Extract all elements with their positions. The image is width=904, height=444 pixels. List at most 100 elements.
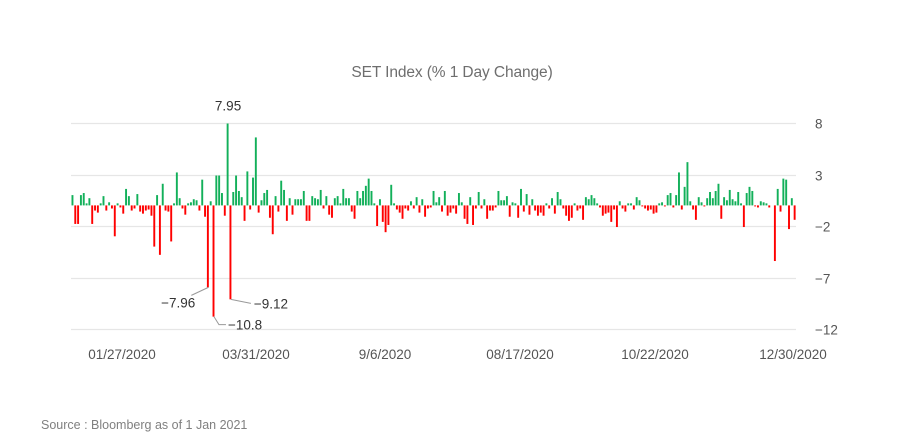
bar [562,205,565,209]
bar [356,190,359,206]
bar [672,205,675,208]
bar [618,201,621,206]
bar [768,205,771,208]
bar [170,205,173,242]
bar [167,205,170,212]
bar [94,205,96,211]
y-axis-ticks: 8 3 −2 −7 −12 [815,117,838,338]
bar [773,205,776,262]
bar [441,205,443,212]
bar [669,193,672,206]
bar [77,205,80,224]
bar [576,205,579,211]
bar [254,137,257,206]
bar [291,205,294,215]
bar [565,205,568,216]
bar [486,205,489,219]
bar [150,205,153,216]
bar [393,203,396,206]
bar [102,196,105,206]
annotation-leader [191,286,209,296]
bar [627,203,630,206]
bar [342,188,345,206]
bar [333,198,336,206]
bar [370,190,373,206]
annotations: 7.95 −7.96 −10.8 −9.12 [161,99,288,333]
bar [311,196,314,206]
bar [277,205,280,212]
bar [785,179,788,206]
bar [421,199,424,206]
bar [243,205,246,221]
bar [161,183,164,206]
bar [762,202,765,206]
bar [539,205,542,213]
bar [500,200,503,206]
bar [706,198,709,206]
bar [697,197,700,206]
bar [260,200,263,206]
bar [198,205,201,211]
bar [218,175,221,206]
bar [607,205,610,213]
bar [522,205,525,212]
bar [415,197,418,206]
bar [359,198,362,206]
bar [584,197,587,206]
bar-series [71,123,796,317]
bar [226,123,229,206]
bar [175,172,178,206]
bar [711,198,714,206]
bar [717,183,720,206]
bar [268,205,271,218]
bar [426,205,429,209]
bar [147,205,150,210]
bar [590,195,593,206]
bar [528,205,531,215]
bar [164,205,167,211]
bar [568,205,570,221]
bar [158,205,161,255]
bar [353,205,356,219]
bar [649,205,652,210]
bar [79,195,82,206]
bar [263,193,266,206]
y-tick-label: 8 [815,117,823,132]
bar [252,177,254,206]
bar [195,200,198,206]
bar [136,194,139,206]
annotation-label: −7.96 [161,295,195,310]
bar [463,205,466,219]
bar [105,205,108,211]
bar [305,205,308,221]
x-tick-label: 9/6/2020 [359,347,412,362]
bar [692,205,695,210]
chart-title: SET Index (% 1 Day Change) [351,64,553,81]
bar [641,205,644,207]
bar [757,205,759,208]
bar [457,193,460,206]
bar [748,186,751,206]
source-note: Source : Bloomberg as of 1 Jan 2021 [41,418,248,432]
bar [503,200,506,206]
bar [350,205,353,212]
bar [443,190,446,206]
bar [658,203,661,206]
bar [362,190,364,206]
bar [604,205,607,214]
bar [429,205,432,208]
bar [96,205,99,213]
bar [209,201,212,206]
x-tick-label: 12/30/2020 [759,347,827,362]
bar [418,205,421,213]
bar [790,198,793,206]
bar [221,193,223,206]
bar [494,205,497,208]
bar [782,178,785,206]
bar [734,201,737,206]
bar [246,171,249,206]
bar [472,205,474,225]
bar [689,201,692,206]
bar [542,205,545,216]
bar [271,205,274,235]
